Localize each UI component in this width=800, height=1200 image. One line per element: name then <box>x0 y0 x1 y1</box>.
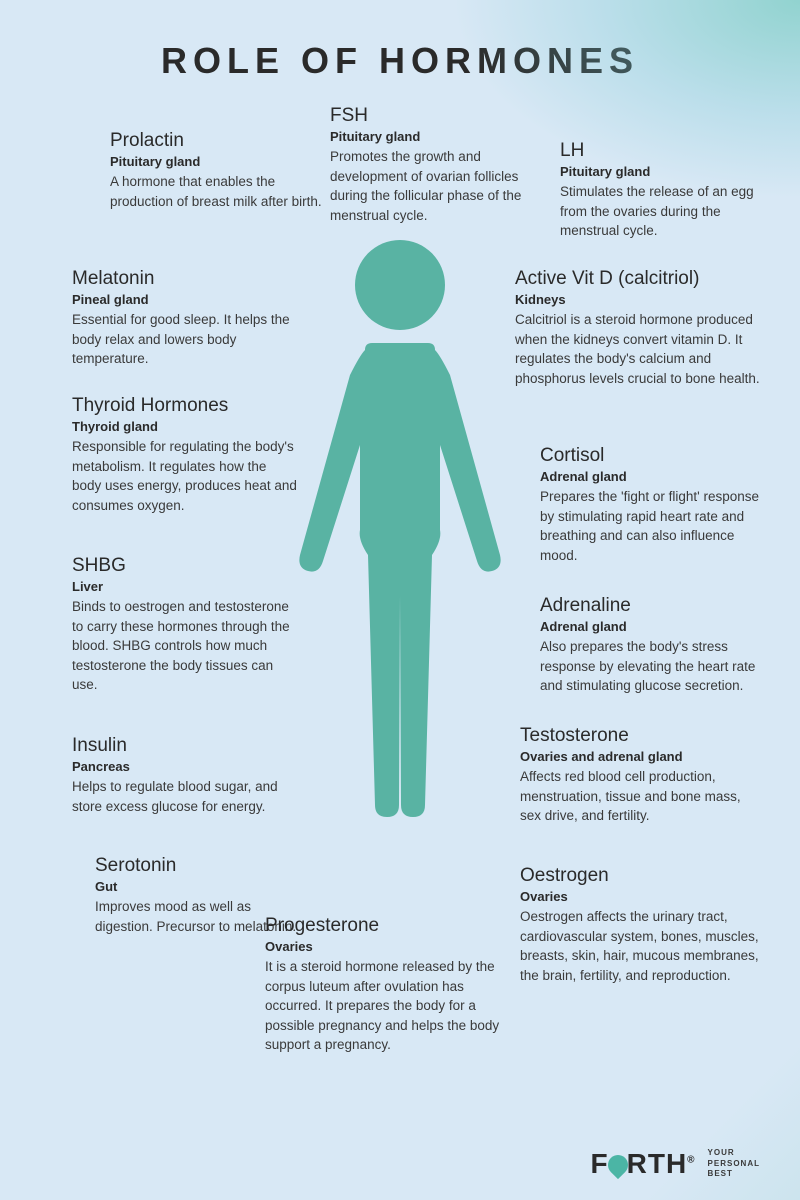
hormone-gland: Adrenal gland <box>540 619 765 634</box>
human-figure-icon <box>290 235 510 825</box>
hormone-name: SHBG <box>72 555 297 577</box>
hormone-gland: Pituitary gland <box>330 129 545 144</box>
hormone-entry-melatonin: Melatonin Pineal gland Essential for good … <box>72 268 302 369</box>
brand-logo: FRTH® <box>591 1148 696 1180</box>
hormone-name: Melatonin <box>72 268 302 290</box>
hormone-entry-prolactin: Prolactin Pituitary gland A hormone that e… <box>110 130 325 211</box>
hormone-name: Active Vit D (calcitriol) <box>515 268 775 290</box>
hormone-entry-lh: LH Pituitary gland Stimulates the release … <box>560 140 770 241</box>
hormone-gland: Ovaries <box>520 889 760 904</box>
hormone-gland: Liver <box>72 579 297 594</box>
hormone-name: Prolactin <box>110 130 325 152</box>
hormone-gland: Ovaries and adrenal gland <box>520 749 755 764</box>
hormone-entry-fsh: FSH Pituitary gland Promotes the growth an… <box>330 105 545 225</box>
hormone-name: Thyroid Hormones <box>72 395 297 417</box>
hormone-name: Oestrogen <box>520 865 760 887</box>
hormone-entry-adrenaline: Adrenaline Adrenal gland Also prepares the… <box>540 595 765 696</box>
hormone-description: A hormone that enables the production of… <box>110 172 325 211</box>
page-title: ROLE OF HORMONES <box>0 0 800 82</box>
hormone-entry-cortisol: Cortisol Adrenal gland Prepares the 'fight… <box>540 445 765 565</box>
hormone-description: Binds to oestrogen and testosterone to c… <box>72 597 297 695</box>
hormone-gland: Pituitary gland <box>560 164 770 179</box>
hormone-gland: Pancreas <box>72 759 297 774</box>
footer: FRTH® YOUR PERSONAL BEST <box>591 1148 760 1180</box>
hormone-description: Essential for good sleep. It helps the b… <box>72 310 302 369</box>
hormone-name: Adrenaline <box>540 595 765 617</box>
hormone-gland: Kidneys <box>515 292 775 307</box>
hormone-name: LH <box>560 140 770 162</box>
hormone-gland: Adrenal gland <box>540 469 765 484</box>
brand-drop-icon <box>603 1151 631 1179</box>
hormone-description: Promotes the growth and development of o… <box>330 147 545 225</box>
hormone-gland: Gut <box>95 879 300 894</box>
hormone-entry-insulin: Insulin Pancreas Helps to regulate blood s… <box>72 735 297 816</box>
brand-tagline: YOUR PERSONAL BEST <box>708 1148 760 1179</box>
hormone-description: Oestrogen affects the urinary tract, car… <box>520 907 760 985</box>
hormone-description: Affects red blood cell production, menst… <box>520 767 755 826</box>
hormone-name: Cortisol <box>540 445 765 467</box>
hormone-entry-testosterone: Testosterone Ovaries and adrenal gland Aff… <box>520 725 755 826</box>
hormone-description: It is a steroid hormone released by the … <box>265 957 520 1055</box>
hormone-entry-oestrogen: Oestrogen Ovaries Oestrogen affects the ur… <box>520 865 760 985</box>
hormone-gland: Thyroid gland <box>72 419 297 434</box>
hormone-description: Responsible for regulating the body's me… <box>72 437 297 515</box>
hormone-description: Helps to regulate blood sugar, and store… <box>72 777 297 816</box>
hormone-gland: Pituitary gland <box>110 154 325 169</box>
hormone-description: Calcitriol is a steroid hormone produced… <box>515 310 775 388</box>
hormone-entry-shbg: SHBG Liver Binds to oestrogen and testoste… <box>72 555 297 695</box>
hormone-gland: Ovaries <box>265 939 520 954</box>
hormone-entry-vitd: Active Vit D (calcitriol) Kidneys Calcitri… <box>515 268 775 388</box>
hormone-name: Insulin <box>72 735 297 757</box>
hormone-description: Prepares the 'fight or flight' response … <box>540 487 765 565</box>
hormone-name: Progesterone <box>265 915 520 937</box>
hormone-name: Testosterone <box>520 725 755 747</box>
hormone-entry-thyroid: Thyroid Hormones Thyroid gland Responsible… <box>72 395 297 515</box>
hormone-name: Serotonin <box>95 855 300 877</box>
hormone-name: FSH <box>330 105 545 127</box>
hormone-gland: Pineal gland <box>72 292 302 307</box>
hormone-description: Stimulates the release of an egg from th… <box>560 182 770 241</box>
hormone-description: Also prepares the body's stress response… <box>540 637 765 696</box>
hormone-entry-progesterone: Progesterone Ovaries It is a steroid hormo… <box>265 915 520 1055</box>
